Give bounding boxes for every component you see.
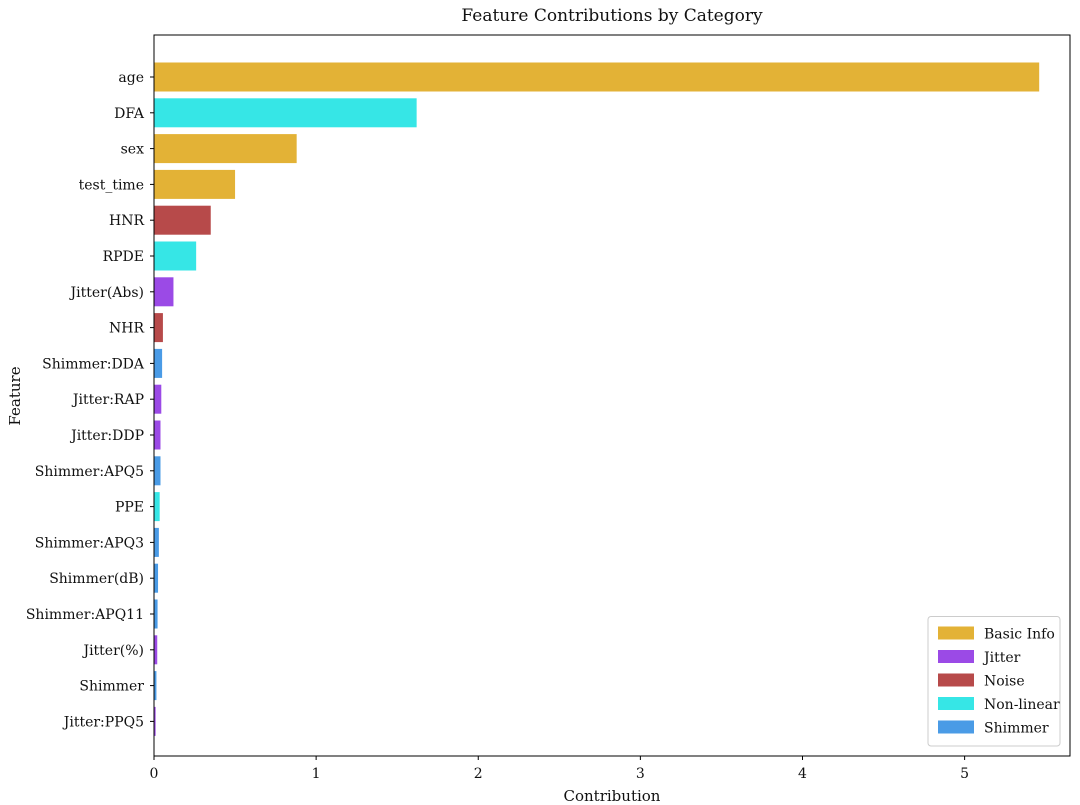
legend-swatch bbox=[938, 720, 974, 734]
y-tick-label: Jitter:RAP bbox=[71, 392, 144, 408]
bar-Jitter:DDP bbox=[154, 420, 161, 450]
x-tick-label: 3 bbox=[636, 766, 645, 782]
legend-label: Non-linear bbox=[984, 697, 1060, 713]
x-tick-label: 1 bbox=[312, 766, 321, 782]
y-tick-label: RPDE bbox=[103, 249, 144, 265]
y-tick-label: Shimmer(dB) bbox=[49, 571, 144, 587]
legend-label: Shimmer bbox=[984, 721, 1049, 737]
bar-Shimmer:DDA bbox=[154, 348, 163, 378]
y-tick-label: Shimmer:APQ3 bbox=[35, 535, 144, 551]
chart-title: Feature Contributions by Category bbox=[461, 6, 763, 26]
x-axis: 0 1 2 3 4 5 bbox=[150, 756, 969, 782]
plot-area bbox=[154, 62, 1040, 736]
bar-age bbox=[154, 62, 1040, 92]
legend-label: Jitter bbox=[982, 650, 1021, 666]
bar-Shimmer bbox=[154, 671, 157, 701]
bar-NHR bbox=[154, 313, 163, 343]
y-tick-label: sex bbox=[121, 142, 144, 158]
bar-DFA bbox=[154, 98, 417, 128]
y-tick-label: Jitter:DDP bbox=[69, 428, 144, 444]
bar-Jitter(Abs) bbox=[154, 277, 174, 307]
y-tick-label: Jitter:PPQ5 bbox=[62, 714, 144, 730]
y-tick-label: HNR bbox=[109, 213, 144, 229]
bar-Jitter:PPQ5 bbox=[154, 706, 156, 736]
y-tick-label: NHR bbox=[109, 321, 144, 337]
bar-test_time bbox=[154, 169, 236, 199]
x-tick-label: 2 bbox=[474, 766, 483, 782]
y-tick-label: Jitter(Abs) bbox=[69, 285, 145, 301]
bar-Jitter:RAP bbox=[154, 384, 162, 414]
x-axis-label: Contribution bbox=[564, 787, 661, 805]
bar-Jitter(%) bbox=[154, 635, 158, 665]
bar-sex bbox=[154, 134, 297, 164]
x-tick-label: 0 bbox=[150, 766, 159, 782]
y-tick-label: DFA bbox=[114, 106, 145, 122]
y-tick-label: Jitter(%) bbox=[81, 643, 144, 659]
y-tick-label: test_time bbox=[79, 177, 144, 193]
y-tick-label: Shimmer:APQ11 bbox=[26, 607, 144, 623]
x-tick-label: 4 bbox=[798, 766, 807, 782]
y-tick-label: Shimmer bbox=[79, 679, 144, 695]
bar-Shimmer:APQ5 bbox=[154, 456, 161, 486]
legend-swatch bbox=[938, 673, 974, 687]
x-tick-label: 5 bbox=[960, 766, 969, 782]
bar-PPE bbox=[154, 492, 160, 522]
legend-label: Basic Info bbox=[984, 627, 1055, 643]
legend-frame bbox=[927, 616, 1061, 747]
bar-Shimmer(dB) bbox=[154, 563, 159, 593]
plot-frame bbox=[153, 34, 1071, 757]
bar-HNR bbox=[154, 205, 211, 235]
y-tick-label: PPE bbox=[115, 500, 144, 516]
y-axis-label: Feature bbox=[6, 366, 24, 425]
legend-swatch bbox=[938, 697, 974, 710]
legend-swatch bbox=[938, 650, 974, 663]
legend: Basic Info Jitter Noise Non-linear Shimmer bbox=[927, 616, 1061, 747]
bar-Shimmer:APQ11 bbox=[154, 599, 158, 629]
bar-Shimmer:APQ3 bbox=[154, 527, 159, 557]
y-tick-label: Shimmer:DDA bbox=[42, 356, 145, 372]
y-tick-label: age bbox=[118, 70, 144, 86]
y-axis: age DFA sex test_time HNR RPDE Jitter(Abs) NHR S… bbox=[26, 70, 154, 730]
legend-label: Noise bbox=[984, 674, 1025, 690]
bar-RPDE bbox=[154, 241, 197, 271]
legend-swatch bbox=[938, 626, 974, 640]
y-tick-label: Shimmer:APQ5 bbox=[35, 464, 144, 480]
